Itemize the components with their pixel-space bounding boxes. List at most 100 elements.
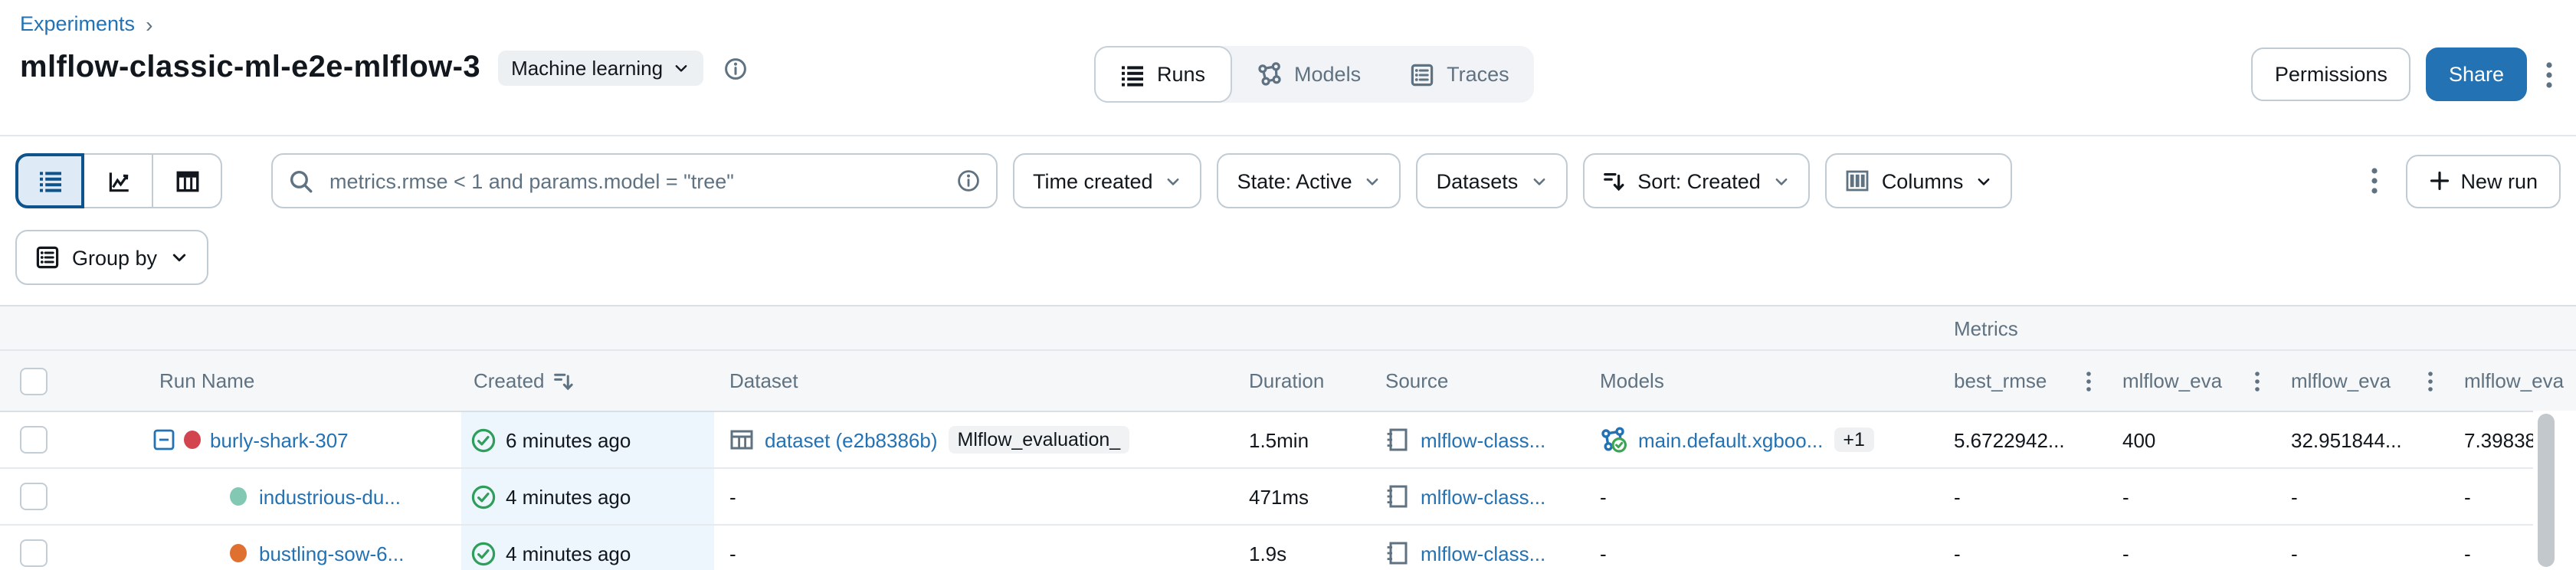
metric-mlflow-eva-2: - (2291, 542, 2298, 565)
search-icon (290, 169, 313, 192)
column-header-created[interactable]: Created (461, 351, 714, 411)
column-header-best-rmse[interactable]: best_rmse (1932, 351, 2101, 411)
chart-view-button[interactable] (84, 153, 153, 208)
experiment-info-icon[interactable] (719, 53, 750, 84)
column-header-duration[interactable]: Duration (1249, 369, 1325, 392)
tab-runs[interactable]: Runs (1094, 46, 1232, 103)
column-header-dataset[interactable]: Dataset (729, 369, 798, 392)
chart-icon (108, 172, 128, 192)
filter-state-label: State: Active (1237, 169, 1352, 192)
columns-dropdown[interactable]: Columns (1824, 153, 2013, 208)
model-network-icon (1257, 62, 1280, 86)
sort-descending-icon (554, 372, 574, 390)
source-link[interactable]: mlflow-class... (1421, 428, 1546, 451)
column-header-models[interactable]: Models (1600, 369, 1664, 392)
notebook-icon (1387, 542, 1408, 565)
registered-model-icon (1601, 427, 1627, 453)
run-name-link[interactable]: bustling-sow-6... (259, 542, 405, 565)
tab-traces[interactable]: Traces (1385, 46, 1534, 103)
filter-datasets[interactable]: Datasets (1416, 153, 1568, 208)
permissions-button[interactable]: Permissions (2251, 48, 2410, 101)
column-header-mlflow-eva-3[interactable]: mlflow_eva (2464, 369, 2565, 392)
share-button[interactable]: Share (2425, 48, 2527, 101)
columns-icon (1846, 170, 1869, 192)
view-mode-toggle (15, 153, 222, 208)
row-checkbox[interactable] (20, 426, 48, 454)
models-empty: - (1600, 542, 1607, 565)
toolbar-overflow-menu-icon[interactable] (2367, 164, 2381, 198)
filter-time-created[interactable]: Time created (1013, 153, 1202, 208)
experiment-type-label: Machine learning (511, 57, 664, 80)
metric-mlflow-eva-2: - (2291, 485, 2298, 508)
group-by-dropdown[interactable]: Group by (15, 230, 208, 285)
collapse-icon[interactable] (153, 429, 175, 450)
column-menu-icon[interactable] (2086, 370, 2092, 391)
column-header-mlflow-eva-1[interactable]: mlflow_eva (2101, 351, 2270, 411)
metric-mlflow-eva-1: - (2122, 542, 2129, 565)
list-view-button[interactable] (15, 153, 84, 208)
breadcrumb-experiments-link[interactable]: Experiments (20, 12, 136, 35)
models-empty: - (1600, 485, 1607, 508)
new-run-button[interactable]: New run (2405, 154, 2561, 208)
search-info-icon[interactable] (956, 169, 981, 193)
title-row: mlflow-classic-ml-e2e-mlflow-3 Machine l… (20, 51, 750, 86)
select-all-checkbox[interactable] (20, 367, 48, 395)
run-duration: 1.5min (1249, 428, 1309, 451)
metric-mlflow-eva-3: - (2464, 542, 2471, 565)
chevron-down-icon (1978, 178, 1990, 185)
boxed-list-icon (1411, 63, 1434, 86)
search-input[interactable] (326, 168, 944, 194)
source-link[interactable]: mlflow-class... (1421, 485, 1546, 508)
dataset-empty: - (729, 485, 736, 508)
model-extra-count[interactable]: +1 (1834, 428, 1874, 452)
metric-mlflow-eva-3: - (2464, 485, 2471, 508)
chevron-down-icon (1367, 178, 1379, 185)
run-duration: 471ms (1249, 485, 1309, 508)
metric-mlflow-eva-1: - (2122, 485, 2129, 508)
row-checkbox[interactable] (20, 483, 48, 510)
new-run-label: New run (2460, 169, 2538, 192)
run-name-link[interactable]: industrious-du... (259, 485, 401, 508)
finished-check-icon (471, 428, 496, 452)
dataset-empty: - (729, 542, 736, 565)
metrics-group-header-row: Metrics (0, 306, 2576, 351)
chevron-down-icon (172, 254, 185, 262)
column-menu-icon[interactable] (2427, 370, 2433, 391)
source-link[interactable]: mlflow-class... (1421, 542, 1546, 565)
run-status-dot (230, 544, 247, 562)
model-link[interactable]: main.default.xgboo... (1638, 428, 1824, 451)
dataset-table-icon (730, 430, 753, 450)
search-box (271, 153, 998, 208)
run-status-dot (230, 487, 247, 506)
metrics-group-label: Metrics (1954, 316, 2018, 339)
metric-mlflow-eva-1: 400 (2122, 428, 2156, 451)
table-row: burly-shark-307 6 minutes ago dataset (e… (0, 412, 2576, 469)
tab-models[interactable]: Models (1231, 46, 1385, 103)
column-header-mlflow-eva-2-label: mlflow_eva (2291, 369, 2391, 392)
header-overflow-menu-icon[interactable] (2542, 57, 2556, 91)
column-menu-icon[interactable] (2254, 370, 2260, 391)
experiment-type-dropdown[interactable]: Machine learning (497, 51, 703, 86)
chevron-down-icon (674, 65, 687, 72)
table-scrollbar-thumb[interactable] (2538, 414, 2555, 567)
row-checkbox[interactable] (20, 539, 48, 567)
column-header-run-name[interactable]: Run Name (159, 369, 255, 392)
runs-table: Metrics Run Name Created Dataset Duratio… (0, 305, 2576, 570)
column-header-source[interactable]: Source (1385, 369, 1449, 392)
tab-runs-label: Runs (1157, 63, 1206, 86)
finished-check-icon (471, 541, 496, 565)
notebook-icon (1387, 428, 1408, 451)
column-header-mlflow-eva-2[interactable]: mlflow_eva (2270, 351, 2443, 411)
run-name-link[interactable]: burly-shark-307 (210, 428, 349, 451)
created-time: 4 minutes ago (506, 485, 631, 508)
boxed-list-icon (36, 246, 59, 269)
sort-dropdown[interactable]: Sort: Created (1582, 153, 1810, 208)
table-view-button[interactable] (153, 153, 222, 208)
dataset-link[interactable]: dataset (e2b8386b) (765, 428, 938, 451)
dataset-tag: Mlflow_evaluation_ (948, 426, 1130, 454)
toolbar-right: New run (2367, 154, 2561, 208)
filter-state[interactable]: State: Active (1217, 153, 1401, 208)
chevron-down-icon (1775, 178, 1788, 185)
filter-datasets-label: Datasets (1436, 169, 1519, 192)
created-time: 4 minutes ago (506, 542, 631, 565)
